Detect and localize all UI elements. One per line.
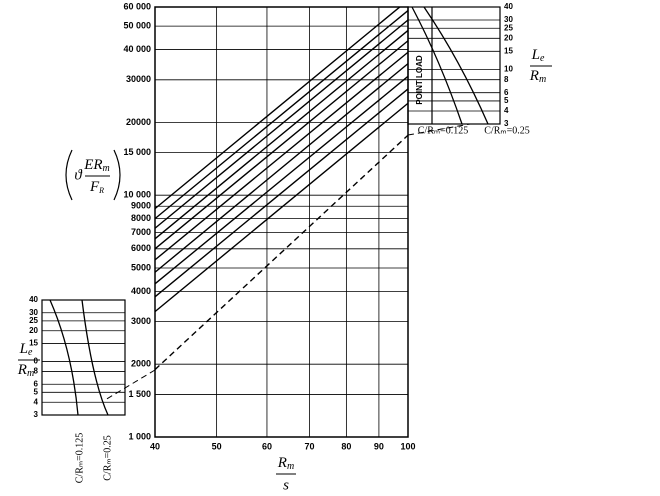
y-tick-label: 1 500	[128, 389, 151, 399]
series-line	[155, 63, 408, 273]
side-scale-label: 6	[34, 379, 39, 388]
y-tick-label: 6000	[131, 243, 151, 253]
paren-left	[65, 149, 73, 201]
paren-right	[113, 149, 121, 201]
curve-025-right	[423, 6, 489, 125]
series-line	[155, 75, 408, 285]
y-label-denominator-main: F	[89, 179, 100, 195]
left-scale-numerator-main: L	[19, 341, 28, 357]
side-scale-label: 0	[34, 357, 39, 366]
x-label-denominator: s	[283, 477, 289, 493]
right-scale-denominator-sub: m	[539, 74, 546, 85]
side-scale-label: 30	[29, 308, 38, 317]
y-label-denominator: FR	[89, 179, 104, 195]
series-line	[155, 102, 408, 313]
x-label-numerator: Rm	[277, 455, 294, 472]
y-tick-label: 30000	[126, 74, 151, 84]
y-tick-label: 1 000	[128, 431, 151, 441]
y-tick-label: 60 000	[123, 1, 151, 11]
side-scale-label: 20	[504, 33, 513, 42]
right-scale-numerator: Le	[531, 47, 545, 64]
dashed-extension-right	[407, 123, 471, 136]
side-scale-label: 15	[504, 46, 513, 55]
left-scale-denominator-sub: m	[27, 368, 34, 379]
side-scale-label: 8	[34, 367, 39, 376]
left-curve-label-2: C/Rₘ=0.25	[102, 435, 113, 481]
series-line	[155, 7, 401, 210]
x-tick-label: 40	[150, 441, 160, 451]
y-tick-label: 15 000	[123, 147, 151, 157]
y-label-numerator: ERm	[83, 157, 110, 174]
curve-0125-left	[49, 299, 79, 416]
right-scale-denominator-main: R	[529, 68, 539, 84]
side-scale-label: 4	[504, 106, 509, 115]
y-tick-label: 40 000	[123, 44, 151, 54]
x-tick-label: 70	[305, 441, 315, 451]
series-line	[155, 88, 408, 298]
left-scale-denominator-main: R	[17, 362, 27, 378]
y-tick-label: 10 000	[123, 190, 151, 200]
series-line	[155, 51, 408, 261]
x-tick-label: 80	[341, 441, 351, 451]
right-scale-numerator-main: L	[531, 47, 540, 63]
side-scale-label: 4	[34, 397, 39, 406]
series-line	[155, 19, 408, 229]
series-line	[155, 10, 408, 220]
x-tick-label: 90	[374, 441, 384, 451]
left-scale-numerator: Le	[19, 341, 33, 358]
y-tick-label: 5000	[131, 262, 151, 272]
series-line	[155, 40, 408, 250]
left-scale-numerator-sub: e	[28, 347, 33, 358]
y-tick-label: 3000	[131, 316, 151, 326]
right-scale-denominator: Rm	[529, 68, 546, 85]
y-label-denominator-sub: R	[98, 186, 104, 195]
side-scale-label: 15	[29, 339, 38, 348]
curve-025-left	[81, 299, 109, 416]
side-scale-label: 25	[29, 316, 38, 325]
lines-group	[155, 7, 408, 371]
right-scale-numerator-sub: e	[540, 53, 545, 64]
curve-0125-right	[411, 6, 463, 125]
y-label-numerator-sub: m	[103, 163, 110, 174]
x-tick-label: 50	[212, 441, 222, 451]
side-scale-label: 40	[29, 295, 38, 304]
side-scale-label: 30	[504, 15, 513, 24]
right-curve-label-2: C/Rₘ=0.25	[484, 125, 530, 136]
side-scale-label: 25	[504, 23, 513, 32]
y-label-symbol: ϑ	[74, 167, 83, 183]
side-scale-label: 6	[504, 88, 509, 97]
y-tick-label: 7000	[131, 227, 151, 237]
side-scale-label: 5	[504, 96, 509, 105]
y-tick-label: 20000	[126, 117, 151, 127]
series-line	[155, 134, 408, 371]
x-label-numerator-sub: m	[287, 461, 294, 472]
y-tick-label: 4000	[131, 286, 151, 296]
side-scale-label: 10	[504, 65, 513, 74]
side-scale-label: 40	[504, 2, 513, 11]
y-tick-label: 2000	[131, 359, 151, 369]
y-label-numerator-main: ER	[83, 157, 102, 173]
left-curve-label-1: C/Rₘ=0.125	[74, 433, 85, 484]
right-curve-label-1: C/Rₘ=0.125	[418, 125, 469, 136]
left-scale-denominator: Rm	[17, 362, 34, 379]
y-tick-label: 8000	[131, 213, 151, 223]
side-scale-label: 20	[29, 326, 38, 335]
side-scale-label: 3	[504, 119, 509, 128]
side-scale-label: 8	[504, 75, 509, 84]
x-label-numerator-main: R	[277, 455, 287, 471]
x-tick-label: 60	[262, 441, 272, 451]
side-scale-label: 5	[34, 387, 39, 396]
side-scale-label: 3	[34, 410, 39, 419]
series-line	[155, 29, 408, 240]
y-tick-label: 50 000	[123, 21, 151, 31]
x-tick-label: 100	[400, 441, 415, 451]
left-panel-frame	[41, 299, 126, 416]
y-tick-label: 9000	[131, 201, 151, 211]
